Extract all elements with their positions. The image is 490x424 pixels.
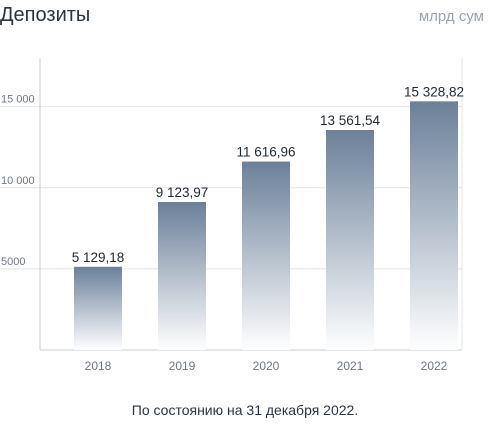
x-tick-label: 2022 [421, 359, 448, 373]
footnote: По состоянию на 31 декабря 2022. [131, 402, 359, 418]
data-label: 11 616,96 [236, 145, 295, 160]
data-label: 9 123,97 [156, 185, 209, 200]
data-label: 13 561,54 [320, 113, 381, 128]
bar [242, 161, 290, 350]
x-tick-label: 2020 [253, 359, 280, 373]
y-tick-label: 15 000 [1, 94, 35, 106]
x-tick-label: 2018 [85, 359, 112, 373]
chart-title: Депозиты [0, 4, 91, 26]
unit-label: млрд сум [418, 8, 484, 25]
data-label: 15 328,82 [404, 84, 464, 99]
bar [326, 130, 374, 350]
bar [74, 266, 122, 350]
y-tick-label: 5000 [1, 256, 25, 268]
bar-chart: 5000 10 000 15 000 5 129,18 2018 9 123,97 201… [0, 58, 464, 373]
bar [158, 201, 206, 350]
data-label: 5 129,18 [72, 250, 125, 265]
x-tick-label: 2021 [337, 359, 364, 373]
y-tick-label: 10 000 [1, 175, 35, 187]
x-tick-label: 2019 [169, 359, 196, 373]
bar [410, 101, 458, 350]
